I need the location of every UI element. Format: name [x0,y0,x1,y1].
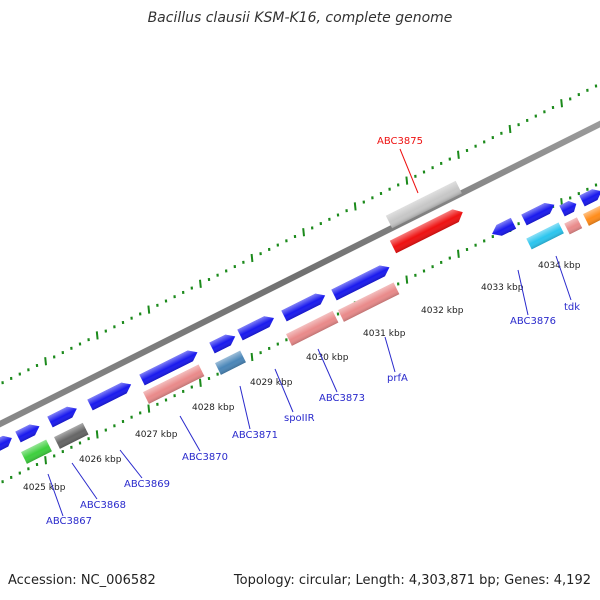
gene-arrow[interactable] [47,403,79,428]
gene-label-ABC3869[interactable]: ABC3869 [124,479,170,490]
gene-label-ABC3873[interactable]: ABC3873 [319,393,365,404]
gene-arrow-ABC3869[interactable] [87,379,134,411]
gene-arrow[interactable] [209,331,238,354]
outer-tick-track [1,84,598,385]
major-tick [95,430,99,439]
major-tick [405,176,409,185]
leader-line [555,255,572,301]
gene-arrow-prfA[interactable] [338,282,400,322]
major-tick [302,228,305,237]
gene-label-ABC3870[interactable]: ABC3870 [182,452,228,463]
gene-label-ABC3875[interactable]: ABC3875 [377,136,423,147]
gene-label-ABC3867[interactable]: ABC3867 [46,516,92,527]
coordinate-label: 4031 kbp [363,329,406,339]
gene-labels: ABC3867 ABC3868 ABC3869 ABC3870 ABC3871 spoII… [46,136,580,527]
gene-label-ABC3871[interactable]: ABC3871 [232,430,278,441]
gene-label-prfA[interactable]: prfA [387,373,408,384]
gene-arrow-ABC3870[interactable] [143,364,205,404]
major-tick [147,404,151,413]
gene-arrow[interactable] [583,205,600,226]
gene-label-ABC3868[interactable]: ABC3868 [80,500,126,511]
map-title: Bacillus clausii KSM-K16, complete genom… [147,10,453,26]
major-tick [199,378,202,387]
major-tick [44,357,47,366]
leader-line [399,148,419,194]
backbone-shadow [0,120,600,428]
gene-arrow[interactable] [237,313,276,341]
major-tick [353,202,357,211]
leader-line [517,269,529,316]
accession-label: Accession: NC_006582 [8,573,156,588]
genome-backbone [0,120,600,428]
leader-line [119,449,143,479]
gene-arrow[interactable] [521,199,557,226]
gene-arrow[interactable] [331,262,392,301]
leader-line [384,336,396,373]
gene-label-ABC3876[interactable]: ABC3876 [510,316,556,327]
leader-line [274,368,294,413]
major-tick [147,305,151,314]
leader-line [317,348,338,393]
gene-arrow-ABC3867[interactable] [21,439,52,464]
gene-label-tdk[interactable]: tdk [564,302,580,313]
major-tick [199,279,202,288]
gene-label-spoIIR[interactable]: spoIIR [284,413,315,424]
major-tick [250,352,254,362]
coordinate-label: 4033 kbp [481,283,524,293]
gene-arrow-tdk[interactable] [526,222,564,250]
gene-arrow[interactable] [579,186,600,207]
gene-arrow-ABC3871[interactable] [215,350,246,375]
gene-arrow[interactable] [564,217,583,235]
leader-line [239,385,251,430]
gene-arrow[interactable] [15,421,42,443]
major-tick [44,456,47,465]
gene-arrow[interactable] [489,217,517,239]
coordinate-label: 4027 kbp [135,430,178,440]
coordinate-label: 4030 kbp [306,353,349,363]
gene-arrow[interactable] [139,347,200,386]
gene-arrow-ABC3875[interactable] [389,206,466,254]
major-tick [95,331,99,340]
major-tick [457,249,460,258]
gene-arrow-ABC3873[interactable] [286,310,339,346]
major-tick [250,253,254,263]
coordinate-label: 4025 kbp [23,483,66,493]
major-tick [457,150,460,159]
coordinate-label: 4028 kbp [192,403,235,413]
gene-features [0,180,600,464]
major-tick [560,99,563,108]
gene-arrow-grey[interactable] [385,180,462,229]
gene-arrow[interactable] [0,433,15,453]
gene-arrow[interactable] [559,198,579,217]
gene-arrow-ABC3868[interactable] [54,422,89,449]
major-tick [405,275,409,284]
major-tick [508,124,512,134]
coordinate-label: 4026 kbp [79,455,122,465]
genome-summary: Topology: circular; Length: 4,303,871 bp… [233,573,591,588]
coordinate-label: 4029 kbp [250,378,293,388]
coordinate-label: 4032 kbp [421,306,464,316]
coordinate-labels: 4025 kbp 4026 kbp 4027 kbp 4028 kbp 4029 kbp… [23,261,581,493]
leader-line [179,415,201,452]
gene-arrow-spoIIR[interactable] [281,290,328,322]
leader-line [47,473,64,517]
leader-line [71,462,98,500]
